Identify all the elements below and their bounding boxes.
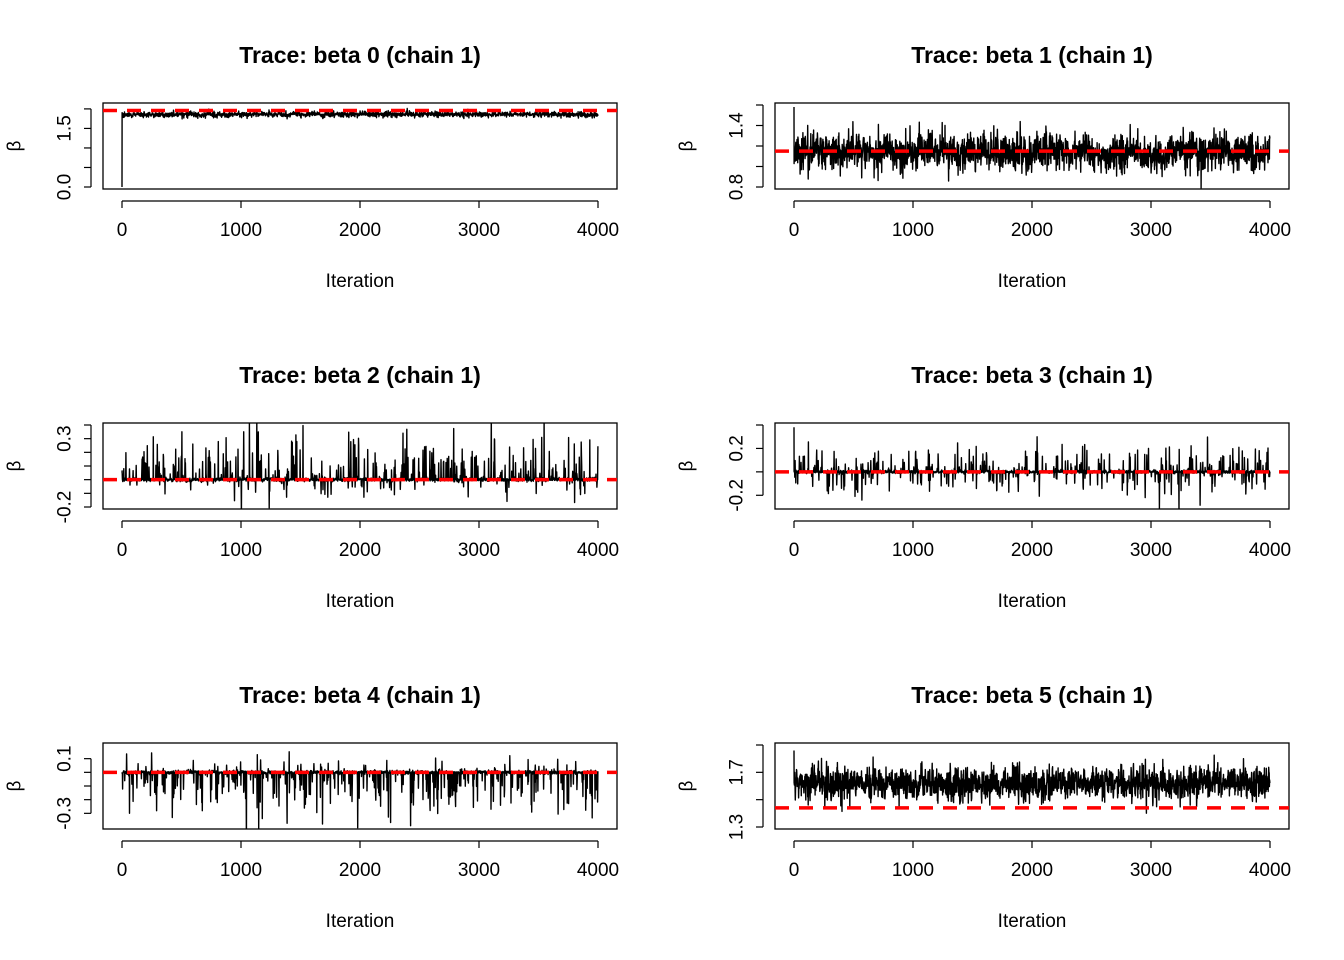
x-tick-label: 1000 xyxy=(892,540,934,561)
panel-beta-2: Trace: beta 2 (chain 1) 0 1000 2000 3000 4000… xyxy=(5,362,620,612)
trace-group xyxy=(793,106,1271,189)
plot-frame xyxy=(102,422,618,510)
panel-beta-0: Trace: beta 0 (chain 1) 0 1000 2000 3000 4000… xyxy=(5,42,620,292)
panel-title: Trace: beta 2 (chain 1) xyxy=(239,362,481,388)
panel-beta-4: Trace: beta 4 (chain 1) 0 1000 2000 3000 4000… xyxy=(5,682,620,932)
x-tick-label: 0 xyxy=(789,540,800,561)
y-tick-label: -0.2 xyxy=(727,479,748,512)
trace-group xyxy=(121,751,599,829)
y-tick-label: 0.0 xyxy=(55,174,76,200)
x-tick-label: 3000 xyxy=(458,540,500,561)
plot-frame xyxy=(102,742,618,830)
x-tick-label: 1000 xyxy=(892,220,934,241)
plot-frame xyxy=(774,102,1290,190)
y-tick-label: 0.1 xyxy=(55,745,76,771)
x-tick-label: 0 xyxy=(789,860,800,881)
trace-line xyxy=(793,106,1271,189)
x-tick-label: 2000 xyxy=(1011,540,1053,561)
x-axis-label: Iteration xyxy=(998,591,1067,612)
y-axis-label: β xyxy=(5,460,26,471)
y-tick-label: -0.2 xyxy=(55,491,76,524)
x-tick-label: 4000 xyxy=(1249,540,1291,561)
y-tick-label: 1.3 xyxy=(727,814,748,840)
trace-line xyxy=(121,423,599,509)
panel-beta-3: Trace: beta 3 (chain 1) 0 1000 2000 3000 4000… xyxy=(677,362,1292,612)
x-tick-label: 3000 xyxy=(1130,540,1172,561)
x-tick-label: 1000 xyxy=(220,220,262,241)
x-tick-label: 2000 xyxy=(339,220,381,241)
x-tick-label: 2000 xyxy=(1011,220,1053,241)
x-tick-label: 4000 xyxy=(577,860,619,881)
plot-frame xyxy=(102,102,618,190)
trace-line xyxy=(793,750,1271,814)
trace-line xyxy=(793,427,1271,509)
panel-title: Trace: beta 5 (chain 1) xyxy=(911,682,1153,708)
x-tick-label: 2000 xyxy=(1011,860,1053,881)
y-tick-label: 1.5 xyxy=(55,115,76,141)
y-tick-label: -0.3 xyxy=(55,797,76,830)
panel-title: Trace: beta 4 (chain 1) xyxy=(239,682,481,708)
panel-title: Trace: beta 0 (chain 1) xyxy=(239,42,481,68)
x-tick-label: 4000 xyxy=(1249,860,1291,881)
x-tick-label: 4000 xyxy=(577,220,619,241)
x-tick-label: 1000 xyxy=(892,860,934,881)
x-tick-label: 1000 xyxy=(220,540,262,561)
y-axis-label: β xyxy=(677,140,698,151)
x-axis-label: Iteration xyxy=(326,271,395,292)
y-tick-label: 0.8 xyxy=(727,174,748,200)
x-tick-label: 3000 xyxy=(1130,220,1172,241)
x-axis-label: Iteration xyxy=(998,271,1067,292)
x-tick-label: 4000 xyxy=(577,540,619,561)
panel-beta-1: Trace: beta 1 (chain 1) 0 1000 2000 3000 4000… xyxy=(677,42,1292,292)
y-tick-label: 1.7 xyxy=(727,759,748,785)
trace-group xyxy=(121,423,599,509)
x-tick-label: 0 xyxy=(117,540,128,561)
trace-line xyxy=(121,751,599,829)
trace-group xyxy=(793,427,1271,509)
y-tick-label: 1.4 xyxy=(727,112,748,139)
panel-beta-5: Trace: beta 5 (chain 1) 0 1000 2000 3000 4000… xyxy=(677,682,1292,932)
plot-frame xyxy=(774,422,1290,510)
trace-group xyxy=(121,107,599,188)
x-tick-label: 3000 xyxy=(1130,860,1172,881)
y-axis-label: β xyxy=(5,140,26,151)
plot-frame xyxy=(774,742,1290,830)
y-axis-label: β xyxy=(677,460,698,471)
panel-title: Trace: beta 3 (chain 1) xyxy=(911,362,1153,388)
x-tick-label: 0 xyxy=(789,220,800,241)
x-axis-label: Iteration xyxy=(326,911,395,932)
x-tick-label: 4000 xyxy=(1249,220,1291,241)
y-axis-label: β xyxy=(677,780,698,791)
y-axis-label: β xyxy=(5,780,26,791)
y-tick-label: 0.2 xyxy=(727,435,748,461)
x-tick-label: 0 xyxy=(117,860,128,881)
trace-line xyxy=(121,107,599,188)
x-tick-label: 0 xyxy=(117,220,128,241)
x-tick-label: 3000 xyxy=(458,860,500,881)
y-tick-label: 0.3 xyxy=(55,425,76,451)
x-axis-label: Iteration xyxy=(998,911,1067,932)
x-tick-label: 2000 xyxy=(339,860,381,881)
x-tick-label: 2000 xyxy=(339,540,381,561)
trace-group xyxy=(793,750,1271,814)
x-tick-label: 3000 xyxy=(458,220,500,241)
x-tick-label: 1000 xyxy=(220,860,262,881)
x-axis-label: Iteration xyxy=(326,591,395,612)
panel-title: Trace: beta 1 (chain 1) xyxy=(911,42,1153,68)
